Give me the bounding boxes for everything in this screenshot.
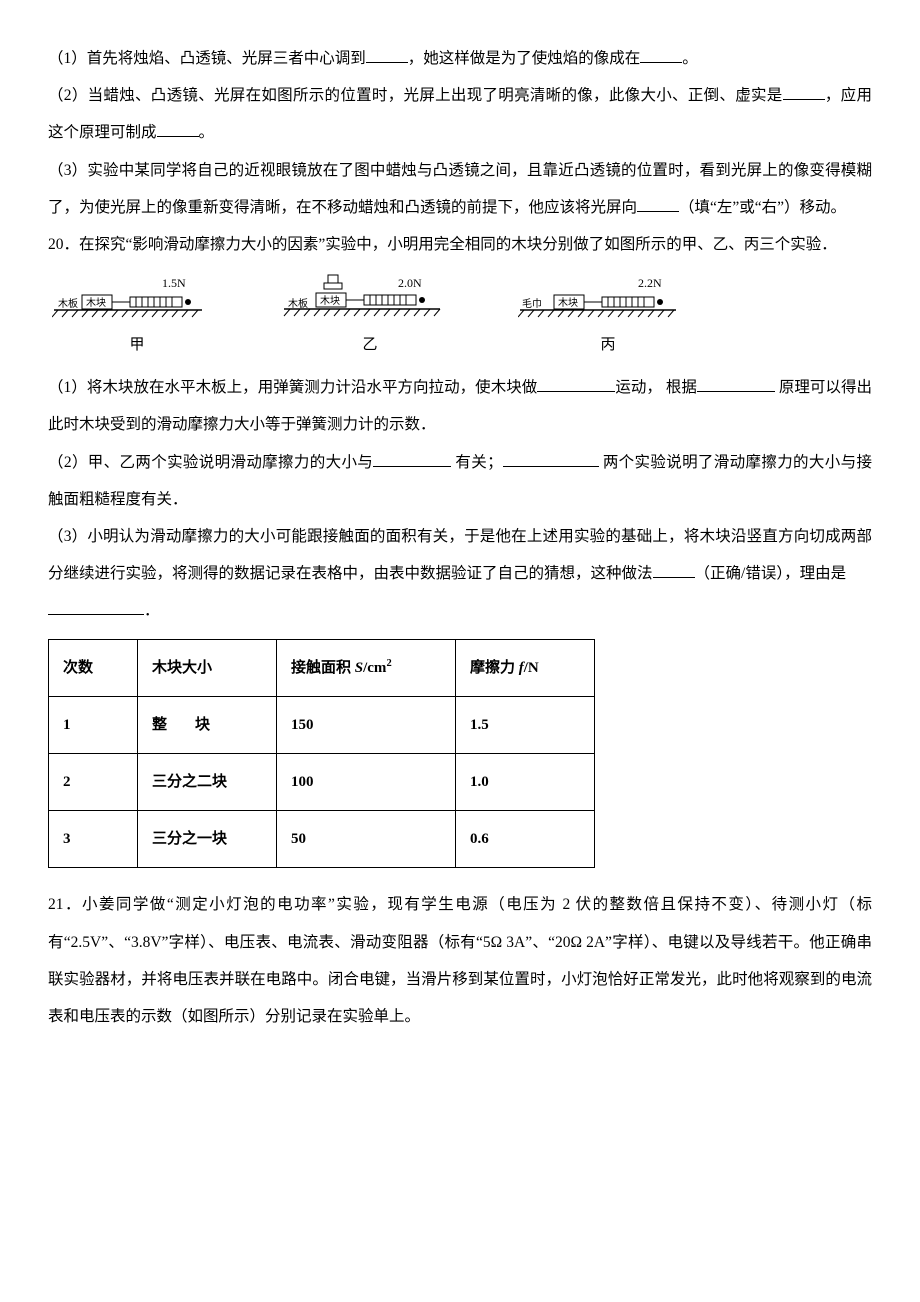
cell: 整块 <box>138 697 277 754</box>
q20-p3c: ． <box>144 602 160 619</box>
svg-text:木块: 木块 <box>320 295 340 307</box>
blank <box>697 376 775 393</box>
q1-part2: （2）当蜡烛、凸透镜、光屏在如图所示的位置时，光屏上出现了明亮清晰的像，此像大小… <box>48 77 872 151</box>
diagram-jia-icon: 1.5N 木板 木块 <box>52 277 222 323</box>
q1-p1c: 。 <box>682 50 698 67</box>
diagram-yi-icon: 2.0N 木板 木块 <box>280 273 460 323</box>
blank <box>503 450 599 467</box>
svg-text:木板: 木板 <box>58 297 78 310</box>
q20-p1a: （1）将木块放在水平木板上，用弹簧测力计沿水平方向拉动，使木块做 <box>48 379 537 396</box>
svg-text:毛巾: 毛巾 <box>522 297 542 310</box>
blank <box>640 47 682 64</box>
q1-p1a: （1）首先将烛焰、凸透镜、光屏三者中心调到 <box>48 50 366 67</box>
cell: 3 <box>49 811 138 868</box>
cell: 150 <box>277 697 456 754</box>
blank <box>637 195 679 212</box>
q1-part1: （1）首先将烛焰、凸透镜、光屏三者中心调到 ，她这样做是为了使烛焰的像成在 。 <box>48 40 872 77</box>
q1-part3: （3）实验中某同学将自己的近视眼镜放在了图中蜡烛与凸透镜之间，且靠近凸透镜的位置… <box>48 152 872 226</box>
svg-text:2.2N: 2.2N <box>638 277 662 290</box>
q20-part3: （3）小明认为滑动摩擦力的大小可能跟接触面的面积有关，于是他在上述用实验的基础上… <box>48 518 872 592</box>
cell: 50 <box>277 811 456 868</box>
figure-bing-label: 丙 <box>600 327 615 363</box>
svg-text:木块: 木块 <box>86 297 106 309</box>
cell: 三分之一块 <box>138 811 277 868</box>
blank <box>157 121 199 138</box>
svg-text:木板: 木板 <box>288 297 308 310</box>
blank <box>48 599 144 616</box>
q20-part2: （2）甲、乙两个实验说明滑动摩擦力的大小与 有关； 两个实验说明了滑动摩擦力的大… <box>48 444 872 518</box>
th-area: 接触面积 S/cm2 <box>277 640 456 697</box>
blank <box>783 84 825 101</box>
q20-p2a: （2）甲、乙两个实验说明滑动摩擦力的大小与 <box>48 454 373 471</box>
q1-p2a: （2）当蜡烛、凸透镜、光屏在如图所示的位置时，光屏上出现了明亮清晰的像，此像大小… <box>48 87 783 104</box>
table-row: 1 整块 150 1.5 <box>49 697 595 754</box>
th-force: 摩擦力 f/N <box>456 640 595 697</box>
svg-text:2.0N: 2.0N <box>398 276 422 290</box>
blank <box>366 47 408 64</box>
blank <box>537 376 615 393</box>
cell: 1 <box>49 697 138 754</box>
q20-p1b: 运动， 根据 <box>615 379 697 396</box>
figure-bing: 2.2N 毛巾 木块 <box>518 277 698 363</box>
q20-table: 次数 木块大小 接触面积 S/cm2 摩擦力 f/N 1 整块 150 1.5 … <box>48 639 595 868</box>
q20-part1: （1）将木块放在水平木板上，用弹簧测力计沿水平方向拉动，使木块做运动， 根据 原… <box>48 369 872 443</box>
figure-jia-label: 甲 <box>129 327 144 363</box>
th-size: 木块大小 <box>138 640 277 697</box>
svg-text:1.5N: 1.5N <box>162 277 186 290</box>
cell: 0.6 <box>456 811 595 868</box>
svg-text:木块: 木块 <box>558 297 578 309</box>
cell: 1.5 <box>456 697 595 754</box>
th-num: 次数 <box>49 640 138 697</box>
q20-part3-tail: ． <box>48 592 872 629</box>
q21-text: 21．小姜同学做“测定小灯泡的电功率”实验，现有学生电源（电压为 2 伏的整数倍… <box>48 886 872 1035</box>
table-header-row: 次数 木块大小 接触面积 S/cm2 摩擦力 f/N <box>49 640 595 697</box>
table-row: 3 三分之一块 50 0.6 <box>49 811 595 868</box>
q20-p3b: （正确/错误），理由是 <box>695 565 847 582</box>
blank <box>373 450 451 467</box>
q20-p2b: 有关； <box>451 454 502 471</box>
diagram-bing-icon: 2.2N 毛巾 木块 <box>518 277 698 323</box>
q1-p2c: 。 <box>199 124 215 141</box>
q20-intro: 20．在探究“影响滑动摩擦力大小的因素”实验中，小明用完全相同的木块分别做了如图… <box>48 226 872 263</box>
blank <box>653 562 695 579</box>
cell: 100 <box>277 754 456 811</box>
q20-figures: 1.5N 木板 木块 <box>52 273 872 363</box>
q1-p1b: ，她这样做是为了使烛焰的像成在 <box>408 50 641 67</box>
cell: 三分之二块 <box>138 754 277 811</box>
cell: 1.0 <box>456 754 595 811</box>
figure-jia: 1.5N 木板 木块 <box>52 277 222 363</box>
cell: 2 <box>49 754 138 811</box>
figure-yi: 2.0N 木板 木块 <box>280 273 460 363</box>
figure-yi-label: 乙 <box>362 327 377 363</box>
table-row: 2 三分之二块 100 1.0 <box>49 754 595 811</box>
q1-p3b: （填“左”或“右”）移动。 <box>679 199 846 216</box>
